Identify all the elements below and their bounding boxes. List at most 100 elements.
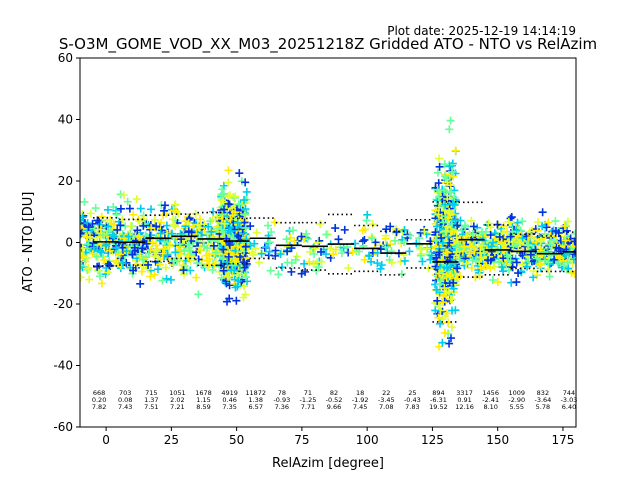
bin-count-label: 715 (145, 389, 157, 397)
scatter-point (440, 328, 449, 337)
y-axis: -60 -40 -20 0 20 40 60 (53, 51, 80, 434)
y-tick-label: 0 (65, 236, 73, 250)
scatter-point (435, 279, 444, 288)
scatter-point (204, 222, 213, 231)
scatter-point (446, 209, 455, 218)
scatter-point (181, 217, 190, 226)
scatter-point (432, 236, 441, 245)
scatter-point (512, 258, 521, 267)
scatter-point (457, 226, 466, 235)
scatter-point (217, 224, 226, 233)
scatter-point (224, 272, 233, 281)
scatter-point (91, 204, 100, 213)
scatter-point (501, 244, 510, 253)
scatter-point (446, 116, 455, 125)
chart-title: S-O3M_GOME_VOD_XX_M03_20251218Z Gridded … (59, 35, 597, 54)
scatter-point (432, 285, 441, 294)
scatter-point (187, 228, 196, 237)
scatter-point (447, 323, 456, 332)
bin-mean-label: 0.46 (222, 396, 236, 404)
scatter-point (523, 240, 532, 249)
scatter-point (433, 296, 442, 305)
scatter-point (130, 243, 139, 252)
bin-count-label: 1678 (195, 389, 212, 397)
scatter-point (441, 311, 450, 320)
scatter-point (550, 255, 559, 264)
scatter-point (257, 249, 266, 258)
scatter-point (544, 265, 553, 274)
scatter-point (434, 193, 443, 202)
scatter-point (513, 218, 522, 227)
scatter-point (470, 245, 479, 254)
scatter-point (135, 217, 144, 226)
scatter-point (85, 233, 94, 242)
scatter-point (420, 227, 429, 236)
bin-mean-label: -3.03 (561, 396, 578, 404)
scatter-point (476, 253, 485, 262)
scatter-point (455, 255, 464, 264)
scatter-point (460, 242, 469, 251)
scatter-point (317, 247, 326, 256)
scatter-point (116, 221, 125, 230)
scatter-point (233, 242, 242, 251)
scatter-point (297, 232, 306, 241)
bin-count-label: 703 (119, 389, 131, 397)
scatter-point (440, 172, 449, 181)
scatter-point (439, 298, 448, 307)
scatter-point (453, 221, 462, 230)
scatter-point (135, 232, 144, 241)
bin-count-label: 25 (408, 389, 416, 397)
scatter-point (367, 257, 376, 266)
x-axis-label: RelAzim [degree] (272, 456, 384, 471)
scatter-point (158, 249, 167, 258)
scatter-point (442, 248, 451, 257)
scatter-point (249, 250, 258, 259)
scatter-point (512, 226, 521, 235)
scatter-point (211, 248, 220, 257)
scatter-point (123, 197, 132, 206)
scatter-point (261, 243, 270, 252)
scatter-point (80, 229, 85, 238)
scatter-point (439, 218, 448, 227)
scatter-point (376, 264, 385, 273)
scatter-point (113, 225, 122, 234)
scatter-point (161, 263, 170, 272)
scatter-point (252, 228, 261, 237)
scatter-point (153, 265, 162, 274)
bin-count-label: 82 (330, 389, 338, 397)
bin-std-label: 7.51 (144, 403, 158, 411)
scatter-point (88, 249, 97, 258)
scatter-point (129, 210, 138, 219)
scatter-point (487, 242, 496, 251)
scatter-point (562, 265, 571, 274)
scatter-point (445, 339, 454, 348)
scatter-point (446, 187, 455, 196)
bin-mean-label: 2.02 (170, 396, 184, 404)
scatter-point (196, 215, 205, 224)
scatter-point (508, 263, 517, 272)
scatter-point (125, 204, 134, 213)
bin-std-label: 12.16 (455, 403, 474, 411)
scatter-point (484, 256, 493, 265)
scatter-point (497, 263, 506, 272)
scatter-point (99, 252, 108, 261)
scatter-point (116, 204, 125, 213)
scatter-point (397, 269, 406, 278)
scatter-point (563, 217, 572, 226)
x-tick-label: 25 (164, 433, 179, 447)
scatter-point (227, 266, 236, 275)
bin-count-label: 71 (304, 389, 312, 397)
scatter-point (136, 204, 145, 213)
scatter-point (493, 278, 502, 287)
scatter-point (225, 191, 234, 200)
bin-statistics-lines (93, 201, 576, 323)
bin-mean-label: 1.37 (144, 396, 158, 404)
scatter-point (448, 167, 457, 176)
scatter-point (171, 200, 180, 209)
scatter-point (531, 225, 540, 234)
scatter-point (150, 215, 159, 224)
scatter-point (234, 277, 243, 286)
bin-count-label: 22 (382, 389, 390, 397)
scatter-point (360, 255, 369, 264)
